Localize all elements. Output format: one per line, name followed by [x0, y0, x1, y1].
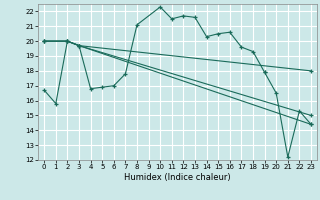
X-axis label: Humidex (Indice chaleur): Humidex (Indice chaleur): [124, 173, 231, 182]
